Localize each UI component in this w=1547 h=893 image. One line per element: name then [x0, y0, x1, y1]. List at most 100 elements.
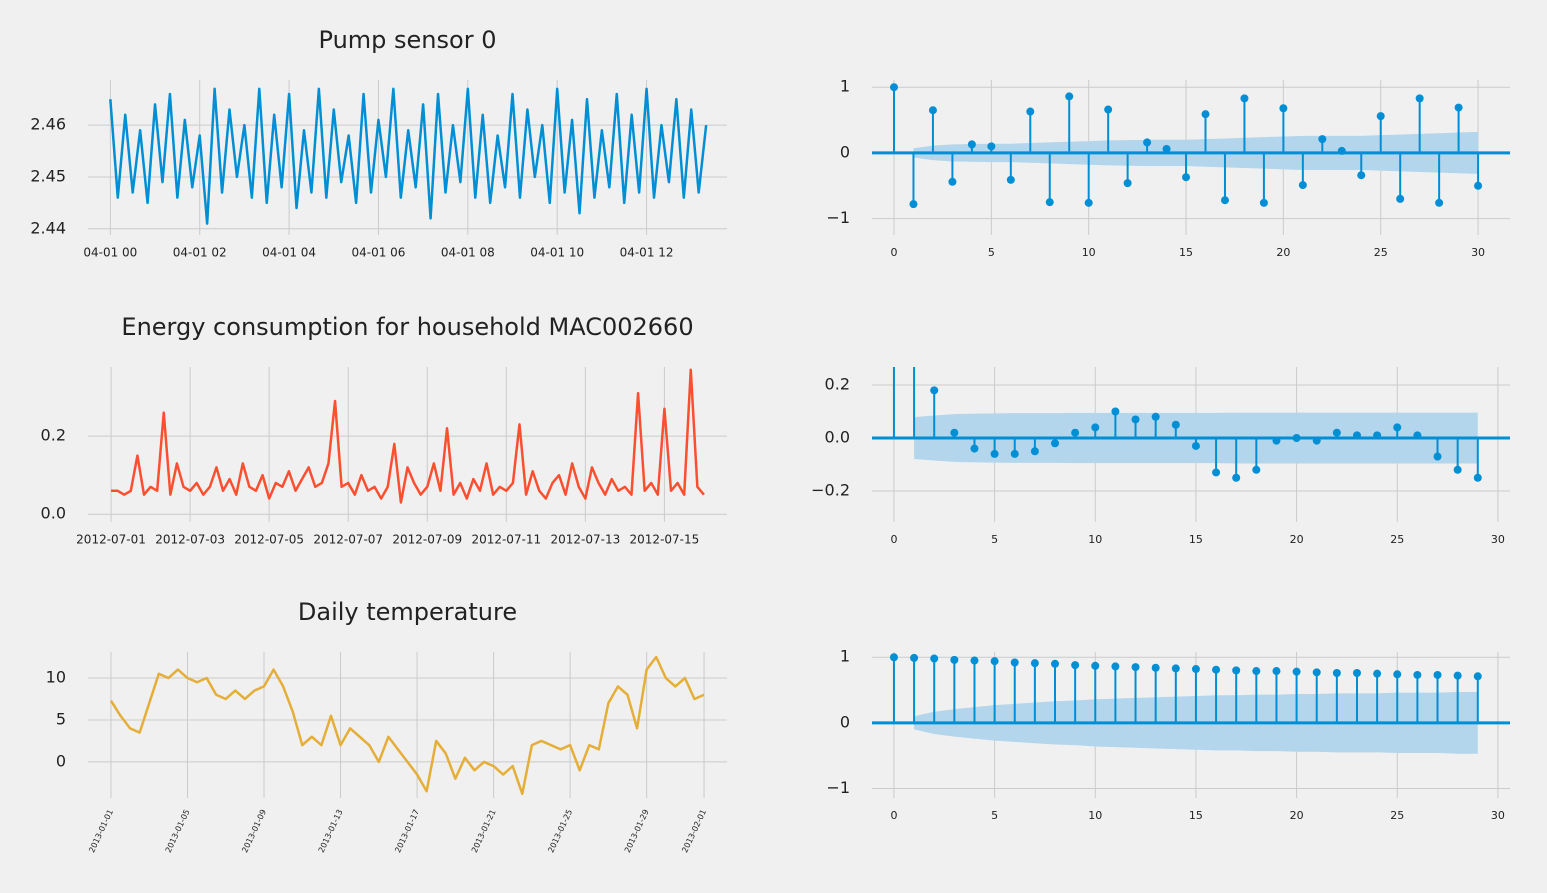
x-tick-label: 10	[1088, 533, 1102, 546]
x-tick-label: 15	[1189, 809, 1203, 822]
stem-marker	[909, 200, 918, 209]
y-tick-label: 1	[840, 77, 850, 96]
stem-marker	[1201, 110, 1210, 119]
panel: −0.2 0.0 0.2 0 5 10 15 20 25 30	[811, 275, 1510, 546]
x-tick-label: 04-01 08	[441, 246, 495, 260]
stem-marker	[1111, 407, 1120, 416]
y-tick-label: −1	[826, 208, 850, 227]
x-tick-label: 04-01 04	[262, 246, 316, 260]
stem-marker	[1084, 198, 1093, 207]
stem-marker	[1010, 449, 1019, 458]
plot-area	[872, 653, 1510, 754]
stem-marker	[1393, 670, 1402, 679]
plot-area	[111, 368, 705, 504]
stem-marker	[1298, 181, 1307, 190]
stem-marker	[1131, 663, 1140, 672]
stem-marker	[1272, 436, 1281, 445]
stem-marker	[1045, 198, 1054, 207]
stem-marker	[1212, 468, 1221, 477]
y-tick-label: 2.44	[30, 218, 66, 237]
x-tick-label: 04-01 12	[620, 246, 674, 260]
y-tick-label: −1	[826, 778, 850, 797]
stem-marker	[1104, 105, 1113, 114]
x-tick-label: 2013-01-17	[393, 808, 421, 854]
stem-marker	[930, 654, 939, 663]
stem-marker	[1131, 415, 1140, 424]
x-tick-label: 04-01 02	[173, 246, 227, 260]
panel: Energy consumption for household MAC0026…	[41, 313, 727, 547]
x-tick-label: 30	[1491, 533, 1505, 546]
stem-marker	[1171, 420, 1180, 429]
stem-marker	[1373, 431, 1382, 440]
stem-marker	[1191, 441, 1200, 450]
stem-marker	[1352, 431, 1361, 440]
stem-marker	[1433, 670, 1442, 679]
x-tick-label: 20	[1276, 246, 1290, 259]
stem-marker	[1051, 439, 1060, 448]
stem-marker	[1393, 423, 1402, 432]
stem-marker	[1279, 104, 1288, 113]
stem-marker	[1312, 436, 1321, 445]
y-tick-label: 5	[56, 709, 66, 728]
stem-marker	[990, 657, 999, 666]
data-line	[111, 368, 705, 504]
x-tick-label: 0	[891, 246, 898, 259]
x-tick-label: 2012-07-01	[76, 533, 146, 547]
x-tick-label: 2013-02-01	[680, 808, 708, 854]
y-tick-label: 2.46	[30, 115, 66, 134]
stem-marker	[970, 656, 979, 665]
stem-marker	[1232, 473, 1241, 482]
stem-marker	[1332, 428, 1341, 437]
x-tick-label: 5	[988, 246, 995, 259]
stem-marker	[1473, 473, 1482, 482]
x-tick-label: 0	[890, 533, 897, 546]
x-tick-label: 2012-07-07	[313, 533, 383, 547]
plot-area	[109, 655, 705, 796]
stem-marker	[1071, 428, 1080, 437]
plot-area	[872, 275, 1510, 482]
x-tick-label: 2012-07-09	[392, 533, 462, 547]
x-tick-label: 2013-01-21	[470, 808, 498, 854]
stem-marker	[928, 106, 937, 115]
stem-marker	[1272, 667, 1281, 676]
chart-title: Pump sensor 0	[319, 26, 497, 54]
x-tick-label: 04-01 00	[83, 246, 137, 260]
y-tick-label: 0	[840, 142, 850, 161]
x-tick-label: 04-01 10	[530, 246, 584, 260]
stem-marker	[910, 275, 918, 283]
stem-marker	[1030, 447, 1039, 456]
stem-marker	[890, 83, 898, 92]
x-tick-label: 2012-07-15	[630, 533, 700, 547]
stem-marker	[1171, 664, 1180, 673]
x-tick-label: 10	[1088, 809, 1102, 822]
y-tick-label: 0	[840, 712, 850, 731]
stem-marker	[1065, 92, 1074, 101]
stem-marker	[1292, 434, 1301, 443]
chart-title: Energy consumption for household MAC0026…	[121, 313, 693, 341]
y-tick-label: 0.0	[41, 504, 66, 523]
x-tick-label: 2013-01-09	[240, 808, 268, 854]
stem-marker	[1010, 658, 1019, 667]
panel: Pump sensor 0 2.44 2.45 2.46 04-01 00 04-01 0…	[30, 26, 727, 260]
stem-marker	[1030, 659, 1039, 668]
plot-area	[109, 87, 708, 225]
stem-marker	[1151, 663, 1160, 672]
y-tick-label: 0.2	[41, 426, 66, 445]
stem-marker	[1435, 198, 1444, 207]
stem-marker	[1318, 135, 1327, 144]
x-tick-label: 20	[1290, 809, 1304, 822]
x-tick-label: 2013-01-01	[87, 808, 115, 854]
stem-marker	[1143, 138, 1152, 147]
x-tick-label: 25	[1374, 246, 1388, 259]
stem-marker	[1191, 665, 1200, 674]
stem-marker	[1220, 196, 1229, 205]
stem-marker	[1415, 94, 1424, 103]
stem-marker	[1396, 194, 1405, 203]
y-tick-label: 0.2	[825, 375, 850, 394]
x-tick-label: 04-01 06	[351, 246, 405, 260]
y-tick-label: −0.2	[811, 481, 850, 500]
stem-marker	[1212, 665, 1221, 674]
